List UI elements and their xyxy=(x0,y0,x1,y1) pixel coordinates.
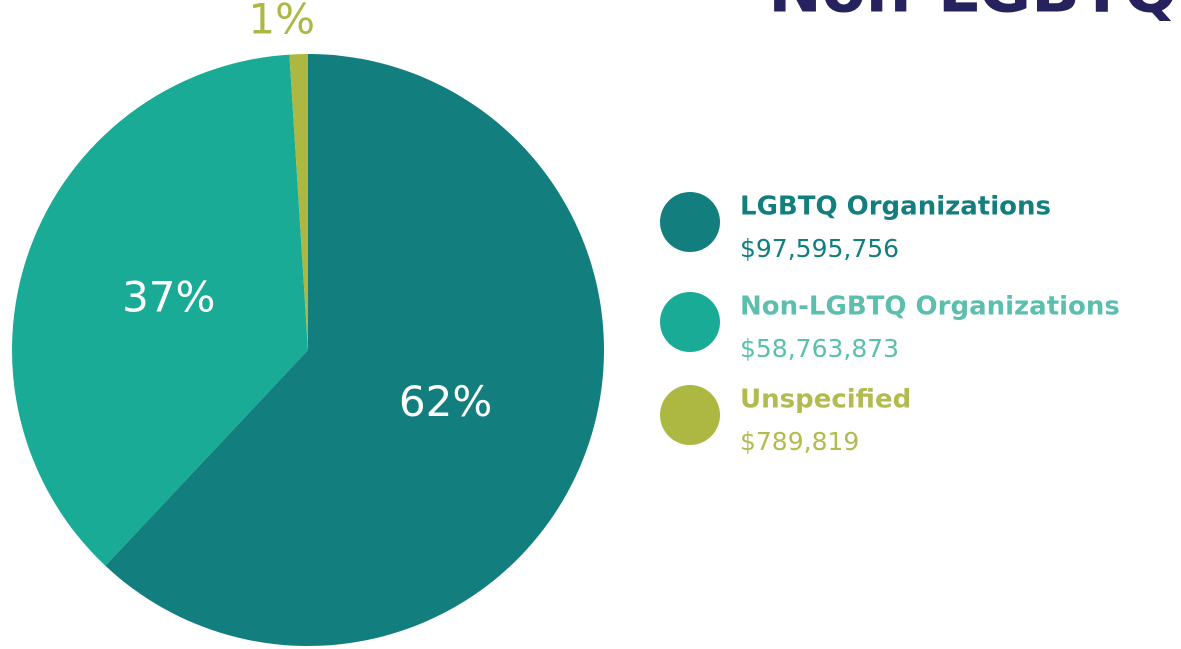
pie-slice xyxy=(105,54,604,646)
pie-slice xyxy=(289,54,308,350)
legend-swatch xyxy=(660,192,720,252)
legend-swatch xyxy=(660,292,720,352)
legend-swatch xyxy=(660,385,720,445)
pie-slice xyxy=(11,54,309,566)
legend-label: Unspecified xyxy=(740,385,911,415)
slice-label: 37% xyxy=(122,272,215,321)
legend-amount: $97,595,756 xyxy=(740,234,899,263)
legend-amount: $789,819 xyxy=(740,427,859,456)
chart-title: Non-LGBTQ xyxy=(768,0,1178,28)
slice-label: 62% xyxy=(399,377,492,426)
legend-label: Non-LGBTQ Organizations xyxy=(740,292,1120,322)
slice-label: 1% xyxy=(248,0,315,44)
legend-amount: $58,763,873 xyxy=(740,334,899,363)
legend-label: LGBTQ Organizations xyxy=(740,192,1051,222)
